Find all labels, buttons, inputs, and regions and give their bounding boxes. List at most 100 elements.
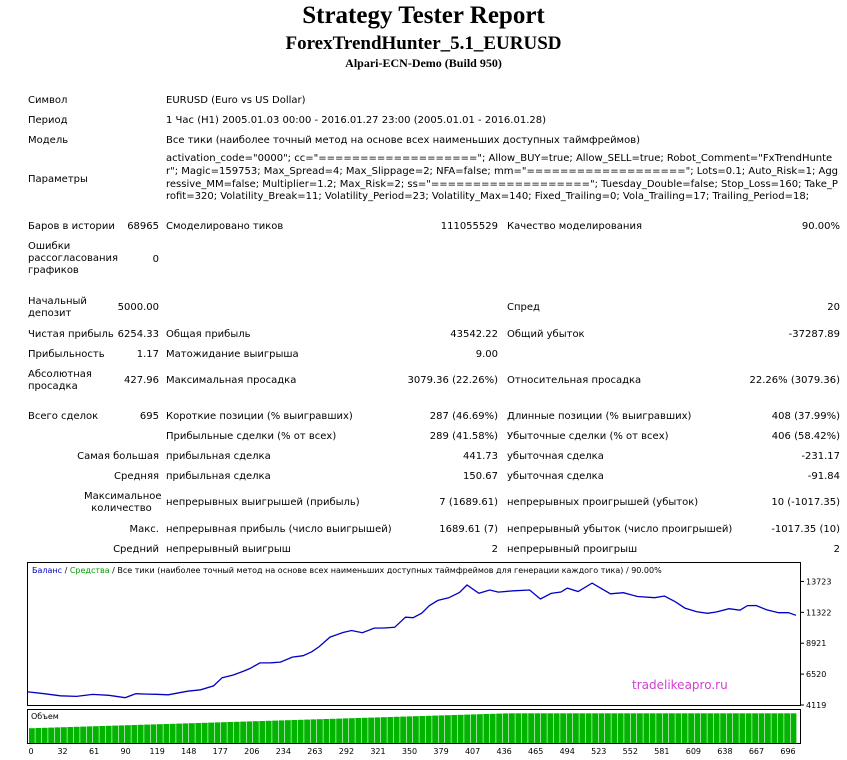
average-loss-label: убыточная сделка (507, 471, 604, 482)
volume-bar (483, 714, 490, 743)
report-title: Strategy Tester Report (302, 2, 545, 29)
volume-bar (86, 726, 93, 743)
spread-value: 20 (827, 302, 840, 313)
ticks-label: Смоделировано тиков (166, 221, 284, 232)
volume-bar (163, 724, 170, 743)
x-tick-label: 523 (591, 747, 606, 756)
profit-factor-value: 1.17 (136, 349, 159, 360)
volume-bar (400, 716, 406, 743)
volume-label: Объем (31, 712, 59, 721)
volume-bar (144, 724, 150, 743)
volume-bar (470, 714, 477, 743)
model-value: Все тики (наиболее точный метод на основ… (166, 135, 641, 146)
volume-bar (617, 713, 624, 743)
volume-bar (752, 713, 758, 743)
volume-bar (285, 720, 291, 743)
total-trades-label: Всего сделок (28, 411, 99, 422)
bars-label: Баров в истории (28, 221, 115, 232)
model-label: Модель (28, 135, 69, 146)
volume-bar (739, 713, 746, 743)
x-tick-label: 32 (57, 747, 67, 756)
volume-bar (649, 713, 656, 743)
volume-bar (35, 728, 42, 743)
x-tick-label: 206 (244, 747, 259, 756)
max-cons-loss-value: -1017.35 (10) (771, 524, 840, 535)
volume-bar (195, 723, 202, 743)
balance-line (27, 582, 797, 699)
avg-cons-losses-value: 2 (833, 544, 840, 555)
balance-chart: Баланс / Средства / Все тики (наиболее т… (27, 562, 831, 756)
x-tick-label: 90 (121, 747, 131, 756)
volume-bar (227, 722, 234, 743)
abs-drawdown-label: Абсолютная просадка (28, 369, 92, 392)
quality-value: 90.00% (801, 221, 840, 232)
volume-bar (176, 723, 182, 743)
volume-bar (790, 713, 797, 743)
max-cons-profit-value: 1689.61 (7) (439, 524, 498, 535)
x-tick-label: 494 (560, 747, 575, 756)
volume-bar (374, 717, 381, 743)
volume-bar (336, 718, 342, 743)
volume-bar (125, 725, 131, 743)
short-positions-value: 287 (46.69%) (429, 411, 498, 422)
volume-bar (585, 713, 592, 743)
volume-bar (29, 728, 35, 743)
rel-drawdown-value: 22.26% (3079.36) (749, 375, 840, 386)
volume-bar (259, 721, 266, 743)
volume-bar (681, 713, 688, 743)
largest-profit-value: 441.73 (463, 451, 498, 462)
volume-bar (253, 721, 259, 743)
largest-loss-label: убыточная сделка (507, 451, 604, 462)
volume-bars (29, 713, 797, 743)
volume-bar (521, 713, 528, 743)
volume-bar (368, 717, 374, 743)
volume-bar (707, 713, 714, 743)
x-tick-label: 465 (528, 747, 543, 756)
volume-bar (771, 713, 778, 743)
legend-separator: / (62, 566, 70, 575)
x-axis-ticks: 0 32 61 90 119 148 177 206 234 263 292 321 350 379 407… (28, 747, 795, 756)
volume-bar (432, 715, 438, 743)
gross-profit-label: Общая прибыль (166, 329, 251, 340)
x-tick-label: 0 (28, 747, 33, 756)
volume-bar (355, 718, 362, 743)
volume-bar (611, 713, 618, 743)
volume-bar (605, 713, 611, 743)
legend-equity: Средства (70, 566, 110, 575)
max-cons-wins-label: непрерывных выигрышей (прибыль) (166, 497, 360, 508)
volume-bar (317, 719, 323, 743)
max-cons-losses-label: непрерывных проигрышей (убыток) (507, 497, 699, 508)
volume-bar (560, 713, 566, 743)
volume-bar (221, 722, 227, 743)
y-axis-ticks: 13723 11322 8921 6520 4119 (800, 577, 831, 710)
x-tick-label: 61 (89, 747, 99, 756)
volume-bar (502, 713, 509, 743)
x-tick-label: 436 (496, 747, 511, 756)
x-tick-label: 667 (749, 747, 764, 756)
volume-bar (534, 713, 541, 743)
spread-label: Спред (507, 302, 540, 313)
avg-label: Средний (113, 544, 159, 555)
x-tick-label: 292 (339, 747, 354, 756)
volume-bar (784, 713, 790, 743)
volume-bar (745, 713, 752, 743)
avg-cons-wins-label: непрерывный выигрыш (166, 544, 291, 555)
volume-bar (208, 722, 214, 743)
volume-bar (189, 723, 195, 743)
volume-bar (675, 713, 682, 743)
volume-bar (547, 713, 554, 743)
chart-legend: Баланс / Средства / Все тики (наиболее т… (32, 566, 662, 575)
max-cons-loss-label: непрерывный убыток (число проигрышей) (507, 524, 733, 535)
average-loss-value: -91.84 (807, 471, 840, 482)
volume-bar (457, 714, 464, 743)
volume-bar (246, 721, 253, 743)
largest-profit-label: прибыльная сделка (166, 451, 271, 462)
legend-balance: Баланс (32, 566, 62, 575)
volume-bar (438, 715, 445, 743)
volume-bar (477, 714, 483, 743)
volume-bar (80, 726, 86, 743)
long-positions-label: Длинные позиции (% выигравших) (507, 411, 692, 422)
volume-bar (733, 713, 739, 743)
x-tick-label: 177 (213, 747, 228, 756)
volume-bar (214, 722, 221, 743)
